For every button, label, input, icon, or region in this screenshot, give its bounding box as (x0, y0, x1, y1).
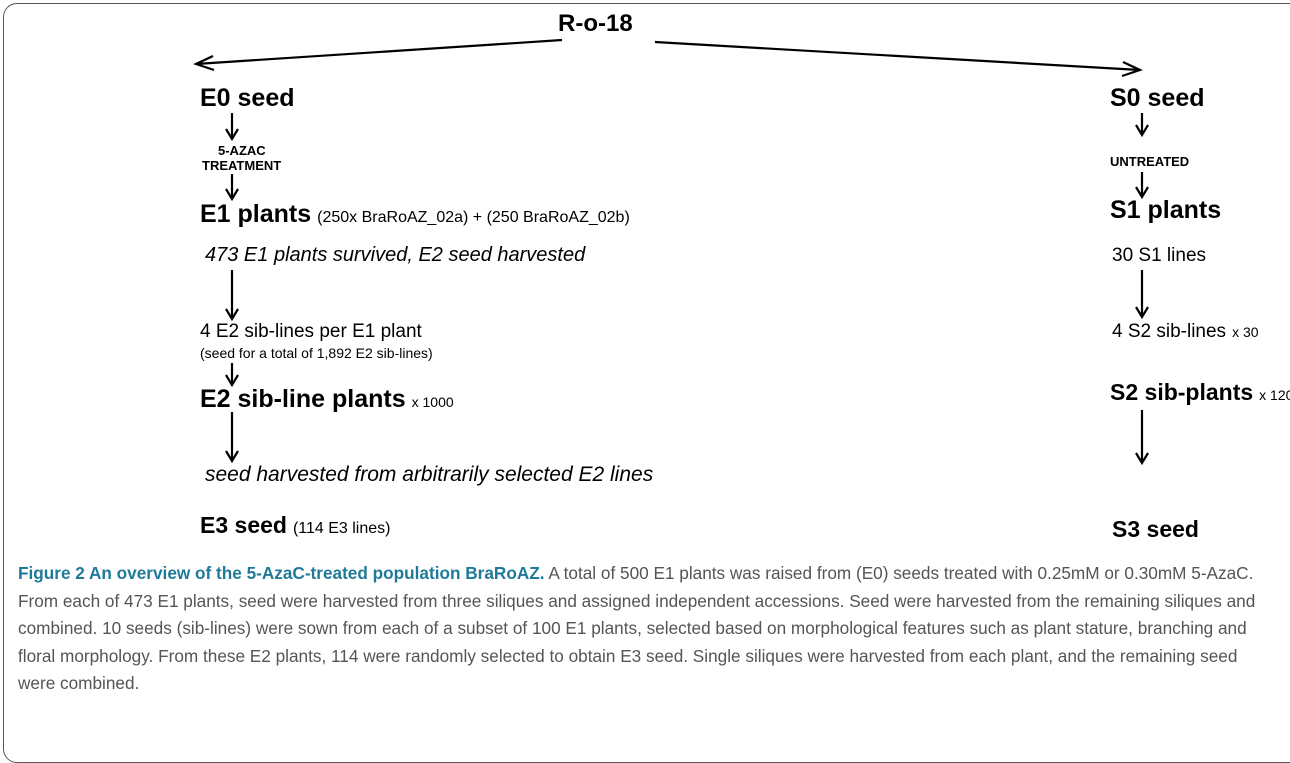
caption-title: Figure 2 An overview of the 5-AzaC-treat… (18, 563, 545, 583)
node-note: x 1000 (411, 394, 454, 410)
arrow-down (1135, 410, 1149, 466)
treatment: 5-AZAC (218, 143, 266, 158)
treatment: TREATMENT (202, 158, 282, 173)
node-label: S2 sib-plants (1110, 379, 1254, 405)
arrow-down (225, 113, 239, 142)
node-note: x 30 (1232, 324, 1259, 340)
arrow-down (1135, 270, 1149, 320)
arrow-down (225, 270, 239, 322)
node-note: x 120 (1259, 387, 1290, 403)
figure-caption: Figure 2 An overview of the 5-AzaC-treat… (18, 560, 1276, 698)
arrow-down (225, 363, 239, 388)
arrow-down (225, 412, 239, 464)
root-node: R-o-18 (558, 10, 633, 37)
root-arrow-right (654, 40, 1143, 78)
s3-seed: S3 seed (1112, 516, 1199, 542)
survived-note: 473 E1 plants survived, E2 seed harveste… (205, 244, 586, 266)
e3-seed: E3 seed (114 E3 lines) (200, 514, 390, 537)
s2-sib-plants: S2 sib-plants x 120 (1110, 381, 1290, 404)
harvested-note: seed harvested from arbitrarily selected… (205, 463, 654, 486)
s2-sib-lines: 4 S2 sib-lines x 30 (1112, 322, 1259, 341)
e2-sib-plants: E2 sib-line plants x 1000 (200, 387, 454, 412)
arrow-down (1135, 172, 1149, 200)
node-label: 4 S2 sib-lines (1112, 321, 1227, 342)
e2-sib-lines: 4 E2 sib-lines per E1 plant (200, 321, 422, 342)
arrow-down (225, 174, 239, 202)
e1-plants: E1 plants (250x BraRoAZ_02a) + (250 BraRo… (200, 202, 630, 227)
e0-seed: E0 seed (200, 84, 295, 112)
treatment: UNTREATED (1110, 154, 1190, 169)
s1-plants: S1 plants (1110, 196, 1222, 224)
node-label: E3 seed (200, 512, 287, 538)
e2-sib-lines-note: (seed for a total of 1,892 E2 sib-lines) (200, 345, 433, 361)
node-note: (250x BraRoAZ_02a) + (250 BraRoAZ_02b) (317, 209, 630, 226)
node-label: E1 plants (200, 200, 312, 228)
s0-seed: S0 seed (1110, 84, 1205, 112)
s1-lines: 30 S1 lines (1112, 245, 1207, 266)
caption-text: A total of 500 E1 plants was raised from… (18, 563, 1256, 693)
node-note: (114 E3 lines) (292, 520, 391, 537)
arrow-down (1135, 113, 1149, 138)
root-arrow-left (193, 38, 563, 72)
node-label: E2 sib-line plants (200, 385, 406, 413)
